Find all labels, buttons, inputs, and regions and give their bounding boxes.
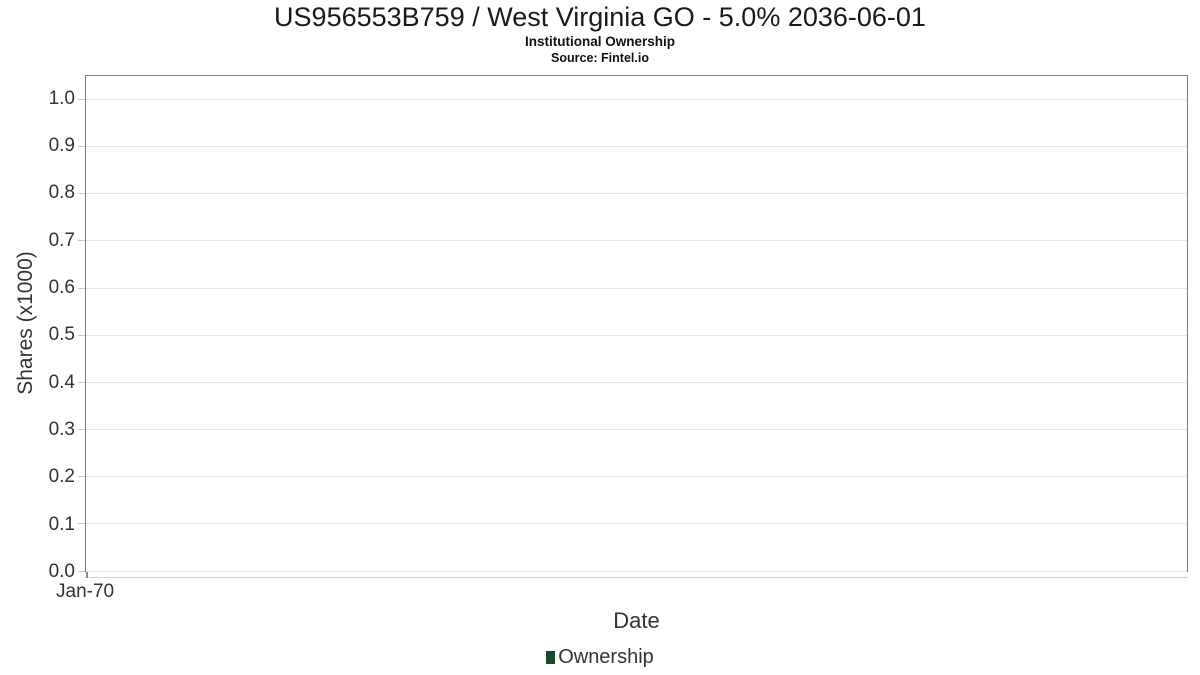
y-axis-tick-labels: 0.0 0.1 0.2 0.3 0.4 0.5 0.6 0.7 0.8 0.9 1.0 (0, 75, 79, 582)
y-axis-tick-label: 0.6 (48, 277, 75, 298)
y-axis-tick-label: 0.9 (48, 135, 75, 156)
y-axis-tick-label: 0.4 (48, 371, 75, 393)
gridline (86, 334, 1187, 336)
y-axis-tick-label: 0.7 (48, 229, 75, 251)
y-axis-tick-mark (78, 146, 85, 148)
y-axis-tick-label: 0.1 (48, 513, 75, 535)
x-axis-tick-label: Jan-70 (56, 581, 115, 602)
y-axis-tick-mark (78, 429, 85, 431)
y-axis-tick-mark (78, 287, 85, 289)
gridline (86, 99, 1187, 101)
y-axis-tick-label: 0.3 (48, 419, 75, 440)
y-axis-tick-label: 0.5 (48, 324, 75, 346)
x-axis-tick-mark (86, 572, 88, 578)
y-axis-tick-label: 1.0 (48, 87, 75, 109)
y-axis-tick-mark (78, 334, 85, 336)
gridline (86, 570, 1187, 572)
ownership-legend-marker-icon (546, 651, 556, 664)
y-axis-tick-mark (78, 476, 85, 478)
gridline (86, 429, 1187, 431)
gridline (86, 381, 1187, 383)
chart-legend: Ownership (0, 646, 1200, 669)
y-axis-tick-mark (78, 570, 85, 572)
y-axis-tick-mark (78, 523, 85, 525)
y-axis-tick-mark (78, 381, 85, 383)
x-axis-line (85, 577, 1188, 578)
y-axis-tick-mark (78, 99, 85, 101)
chart-title: US956553B759 / West Virginia GO - 5.0% 2… (274, 2, 926, 32)
y-axis-tick-mark (78, 240, 85, 242)
gridline (86, 193, 1187, 195)
chart-subtitle: Institutional Ownership (524, 34, 675, 49)
gridline (86, 523, 1187, 525)
gridline (86, 476, 1187, 478)
chart-source-credit: Source: Fintel.io (551, 51, 649, 65)
plot-area (78, 75, 1188, 572)
y-axis-tick-label: 0.0 (48, 561, 75, 582)
gridline (86, 287, 1187, 289)
y-axis-tick-label: 0.8 (48, 182, 75, 204)
ownership-legend-label: Ownership (558, 646, 654, 668)
gridline (86, 146, 1187, 148)
x-axis-title: Date (613, 608, 660, 633)
gridline (86, 240, 1187, 242)
y-axis-tick-mark (78, 193, 85, 195)
y-axis-tick-label: 0.2 (48, 466, 75, 488)
